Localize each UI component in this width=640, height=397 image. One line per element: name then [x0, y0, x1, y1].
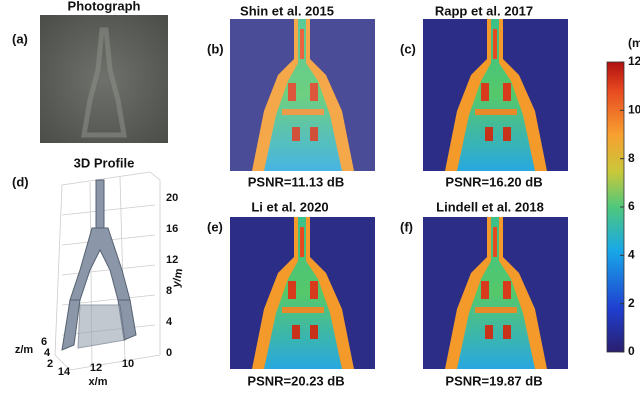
psnr-caption: PSNR=20.23 dB [247, 373, 344, 388]
y-tick-label: 4 [166, 316, 173, 328]
y-tick-label: 20 [166, 192, 178, 204]
panel-label: (e) [207, 219, 223, 234]
panel-title: Shin et al. 2015 [240, 3, 334, 18]
panel-title: Lindell et al. 2018 [436, 199, 544, 214]
psnr-caption: PSNR=19.87 dB [445, 373, 542, 388]
depth-image [230, 217, 375, 369]
y-tick-label: 8 [166, 285, 172, 297]
axis-label: x/m [89, 376, 108, 388]
psnr-caption: PSNR=16.20 dB [445, 174, 542, 189]
y-tick-label: 12 [166, 254, 178, 266]
z-tick-label: 6 [41, 336, 47, 348]
panel-label: (c) [400, 41, 416, 56]
depth-image [230, 19, 375, 171]
depth-image [423, 19, 568, 171]
colorbar-tick-label: 10 [628, 103, 640, 117]
psnr-caption: PSNR=11.13 dB [248, 174, 344, 189]
panel-label: (f) [400, 219, 413, 234]
colorbar-tick-label: 12 [628, 54, 640, 68]
panel-label: (b) [207, 41, 224, 56]
panel-title: Photograph [68, 0, 141, 13]
depth-image [423, 217, 568, 369]
axis-label: y/m [170, 267, 185, 288]
y-tick-label: 0 [166, 347, 172, 359]
z-tick-label: 4 [44, 347, 51, 359]
y-tick-label: 16 [166, 223, 178, 235]
z-tick-label: 2 [47, 358, 53, 370]
colorbar-tick-label: 0 [628, 344, 635, 358]
axis-label: z/m [15, 344, 34, 356]
panel-label: (d) [12, 174, 29, 189]
x-tick-label: 14 [58, 366, 71, 378]
colorbar-tick-label: 8 [628, 151, 635, 165]
3d-tower [61, 179, 137, 351]
colorbar-tick-label: 2 [628, 296, 635, 310]
panel-label: (a) [12, 31, 28, 46]
panel-title: Li et al. 2020 [251, 199, 328, 214]
photo-tower [81, 27, 127, 138]
colorbar-tick-label: 6 [628, 199, 635, 213]
panel-title: 3D Profile [74, 155, 135, 170]
colorbar-unit: (m) [628, 36, 640, 50]
x-tick-label: 10 [122, 358, 134, 370]
panel-title: Rapp et al. 2017 [435, 3, 533, 18]
photograph [40, 15, 168, 143]
x-tick-label: 12 [90, 362, 102, 374]
colorbar-tick-label: 4 [628, 248, 635, 262]
